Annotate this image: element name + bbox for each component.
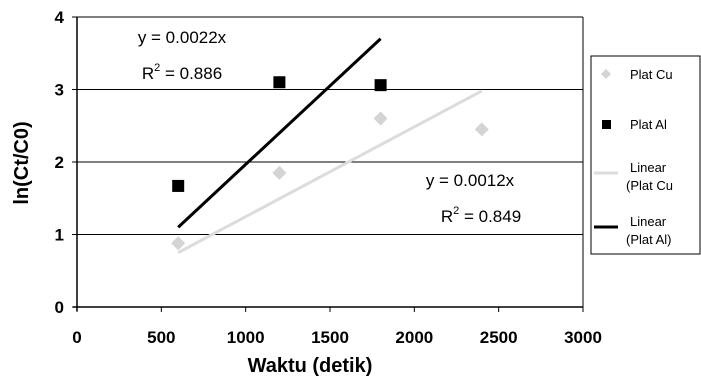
x-tick-label-5: 2500 [480,328,518,347]
tick-labels: 0 500 1000 1500 2000 2500 3000 0 1 2 3 4 [55,8,602,347]
trendline-equations: y = 0.0012x R2 = 0.849 y = 0.0022x R2 = 0.8… [138,28,521,226]
y-tick-label-3: 3 [55,81,64,100]
x-tick-label-4: 2000 [395,328,433,347]
x-tick-label-0: 0 [72,328,81,347]
y-tick-label-4: 4 [55,8,65,27]
equation-0: y = 0.0012x [426,171,515,190]
legend-label-2: Linear (Plat Cu [626,160,673,193]
x-tick-label-6: 3000 [564,328,602,347]
y-tick-label-2: 2 [55,153,64,172]
legend-marker-1 [602,120,611,129]
legend-label-1: Plat Al [630,117,667,132]
legend: Plat Cu Plat Al Linear (Plat Cu Linear (Plat … [590,55,701,255]
legend-label-0: Plat Cu [630,67,673,82]
r-squared-0: R2 = 0.849 [441,205,521,226]
x-tick-label-1: 500 [147,328,175,347]
data-points [171,76,489,251]
trendline-0 [177,89,483,254]
r-squared-1: R2 = 0.886 [142,62,222,83]
point-0-1 [272,165,287,180]
grid-lines [77,16,583,235]
legend-box [590,55,701,255]
legend-label-3: Linear (Plat Al) [626,214,672,247]
equation-1: y = 0.0022x [138,28,227,47]
axes [72,16,584,312]
trendlines [177,37,483,254]
point-0-3 [474,122,489,137]
y-axis-title: ln(Ct/C0) [11,121,33,204]
legend-marker-0 [601,69,611,79]
x-axis-title: Waktu (detik) [248,355,373,377]
trendline-1 [177,37,382,229]
x-tick-label-2: 1000 [227,328,265,347]
y-tick-label-1: 1 [55,226,64,245]
point-1-0 [172,179,185,192]
y-tick-label-0: 0 [55,298,64,317]
point-0-2 [373,111,388,126]
x-tick-label-3: 1500 [311,328,349,347]
point-1-2 [374,79,387,92]
point-0-0 [171,236,186,251]
point-1-1 [273,76,286,89]
